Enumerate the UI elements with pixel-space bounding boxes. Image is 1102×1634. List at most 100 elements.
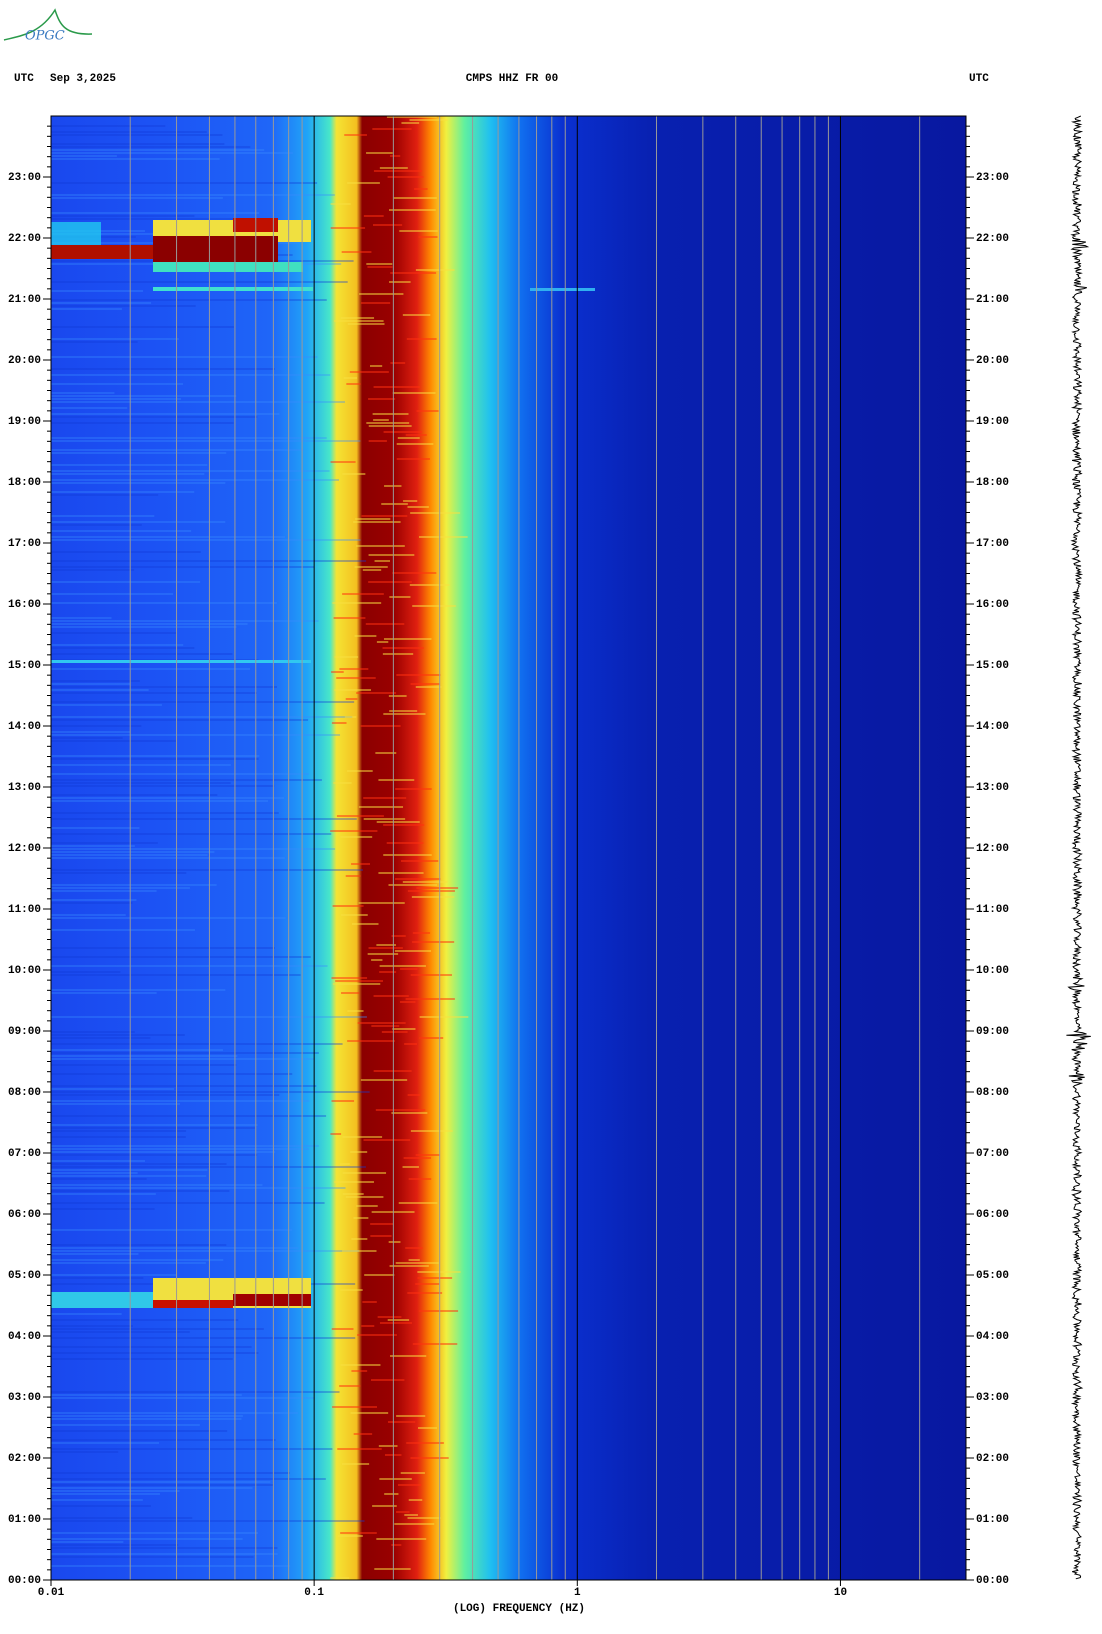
streak xyxy=(374,1568,411,1570)
streak xyxy=(390,272,437,274)
streak xyxy=(370,1235,392,1237)
streak xyxy=(343,377,358,379)
streak xyxy=(51,1328,264,1330)
events xyxy=(51,218,595,1308)
streak xyxy=(332,602,382,604)
streak xyxy=(51,158,220,160)
streak xyxy=(51,827,140,829)
y-tick-label: 09:00 xyxy=(8,1026,41,1038)
y-tick-label: 20:00 xyxy=(976,355,1009,367)
streak xyxy=(368,425,412,427)
streak xyxy=(51,395,237,397)
streak xyxy=(351,923,379,925)
streak xyxy=(339,1163,350,1165)
streak xyxy=(406,338,437,340)
streak xyxy=(51,308,122,310)
streak xyxy=(347,1040,395,1042)
streak xyxy=(350,1412,389,1414)
streak xyxy=(51,494,159,496)
streak xyxy=(51,1037,151,1039)
streak xyxy=(363,818,406,820)
y-tick-label: 19:00 xyxy=(8,416,41,428)
streak xyxy=(51,131,207,133)
streak xyxy=(51,1259,224,1261)
streak xyxy=(342,593,384,595)
streak xyxy=(391,1544,402,1546)
y-tick-label: 21:00 xyxy=(8,294,41,306)
streak xyxy=(397,437,420,439)
streak xyxy=(358,806,404,808)
streak xyxy=(51,1505,151,1507)
streak xyxy=(51,155,117,157)
streak xyxy=(353,1433,373,1435)
streak xyxy=(51,1319,239,1321)
streak xyxy=(51,1439,276,1441)
streak xyxy=(368,554,415,556)
streak xyxy=(51,1193,156,1195)
streak xyxy=(407,890,455,892)
streak xyxy=(373,1070,412,1072)
streak xyxy=(364,1274,395,1276)
streak xyxy=(367,266,393,268)
date: Sep 3,2025 xyxy=(50,73,116,85)
streak xyxy=(387,176,424,178)
streak xyxy=(405,998,455,1000)
streak xyxy=(51,929,195,931)
streak xyxy=(374,560,391,562)
y-tick-label: 12:00 xyxy=(8,843,41,855)
axes: 0.01 0.1 1 10 00:00 00:00 01:00 01:00 02:00 02:00… xyxy=(8,115,1009,1599)
streak xyxy=(390,362,406,364)
streak xyxy=(392,1028,416,1030)
y-tick-label: 19:00 xyxy=(976,416,1009,428)
streak xyxy=(330,1133,342,1135)
streak xyxy=(379,965,426,967)
streak xyxy=(51,1091,370,1093)
streak xyxy=(340,1532,377,1534)
streak xyxy=(51,305,196,307)
streak xyxy=(406,1442,444,1444)
streak xyxy=(51,1556,254,1558)
streak xyxy=(51,872,187,874)
streak xyxy=(331,1328,354,1330)
streak xyxy=(51,374,331,376)
streak xyxy=(51,890,157,892)
streak xyxy=(409,584,450,586)
streak xyxy=(51,440,361,442)
streak xyxy=(51,974,301,976)
streak xyxy=(51,1127,255,1129)
streak xyxy=(379,971,397,973)
streak xyxy=(51,602,277,604)
streak xyxy=(51,1358,233,1360)
streak xyxy=(407,1094,421,1096)
streak xyxy=(340,914,368,916)
streak xyxy=(51,1145,319,1147)
streak xyxy=(51,1544,179,1546)
streak xyxy=(51,194,335,196)
streak xyxy=(331,722,347,724)
y-tick-label: 09:00 xyxy=(976,1026,1009,1038)
streak xyxy=(51,1034,185,1036)
streak xyxy=(51,1532,259,1534)
streak xyxy=(347,182,380,184)
timezone-right: UTC xyxy=(969,73,989,85)
streak xyxy=(51,854,208,856)
streak xyxy=(51,1547,278,1549)
event xyxy=(51,245,153,259)
streak xyxy=(400,1472,425,1474)
streak xyxy=(386,842,424,844)
streak xyxy=(51,1043,343,1045)
streak xyxy=(356,545,405,547)
streak xyxy=(51,1100,310,1102)
streak xyxy=(51,833,332,835)
streak xyxy=(342,473,366,475)
streak xyxy=(331,1100,355,1102)
streak xyxy=(356,692,397,694)
streak xyxy=(51,1520,365,1522)
streak xyxy=(417,1271,461,1273)
streak xyxy=(51,971,121,973)
streak xyxy=(51,1541,124,1543)
streak xyxy=(51,1517,193,1519)
streak xyxy=(51,647,195,649)
streak xyxy=(342,1250,377,1252)
